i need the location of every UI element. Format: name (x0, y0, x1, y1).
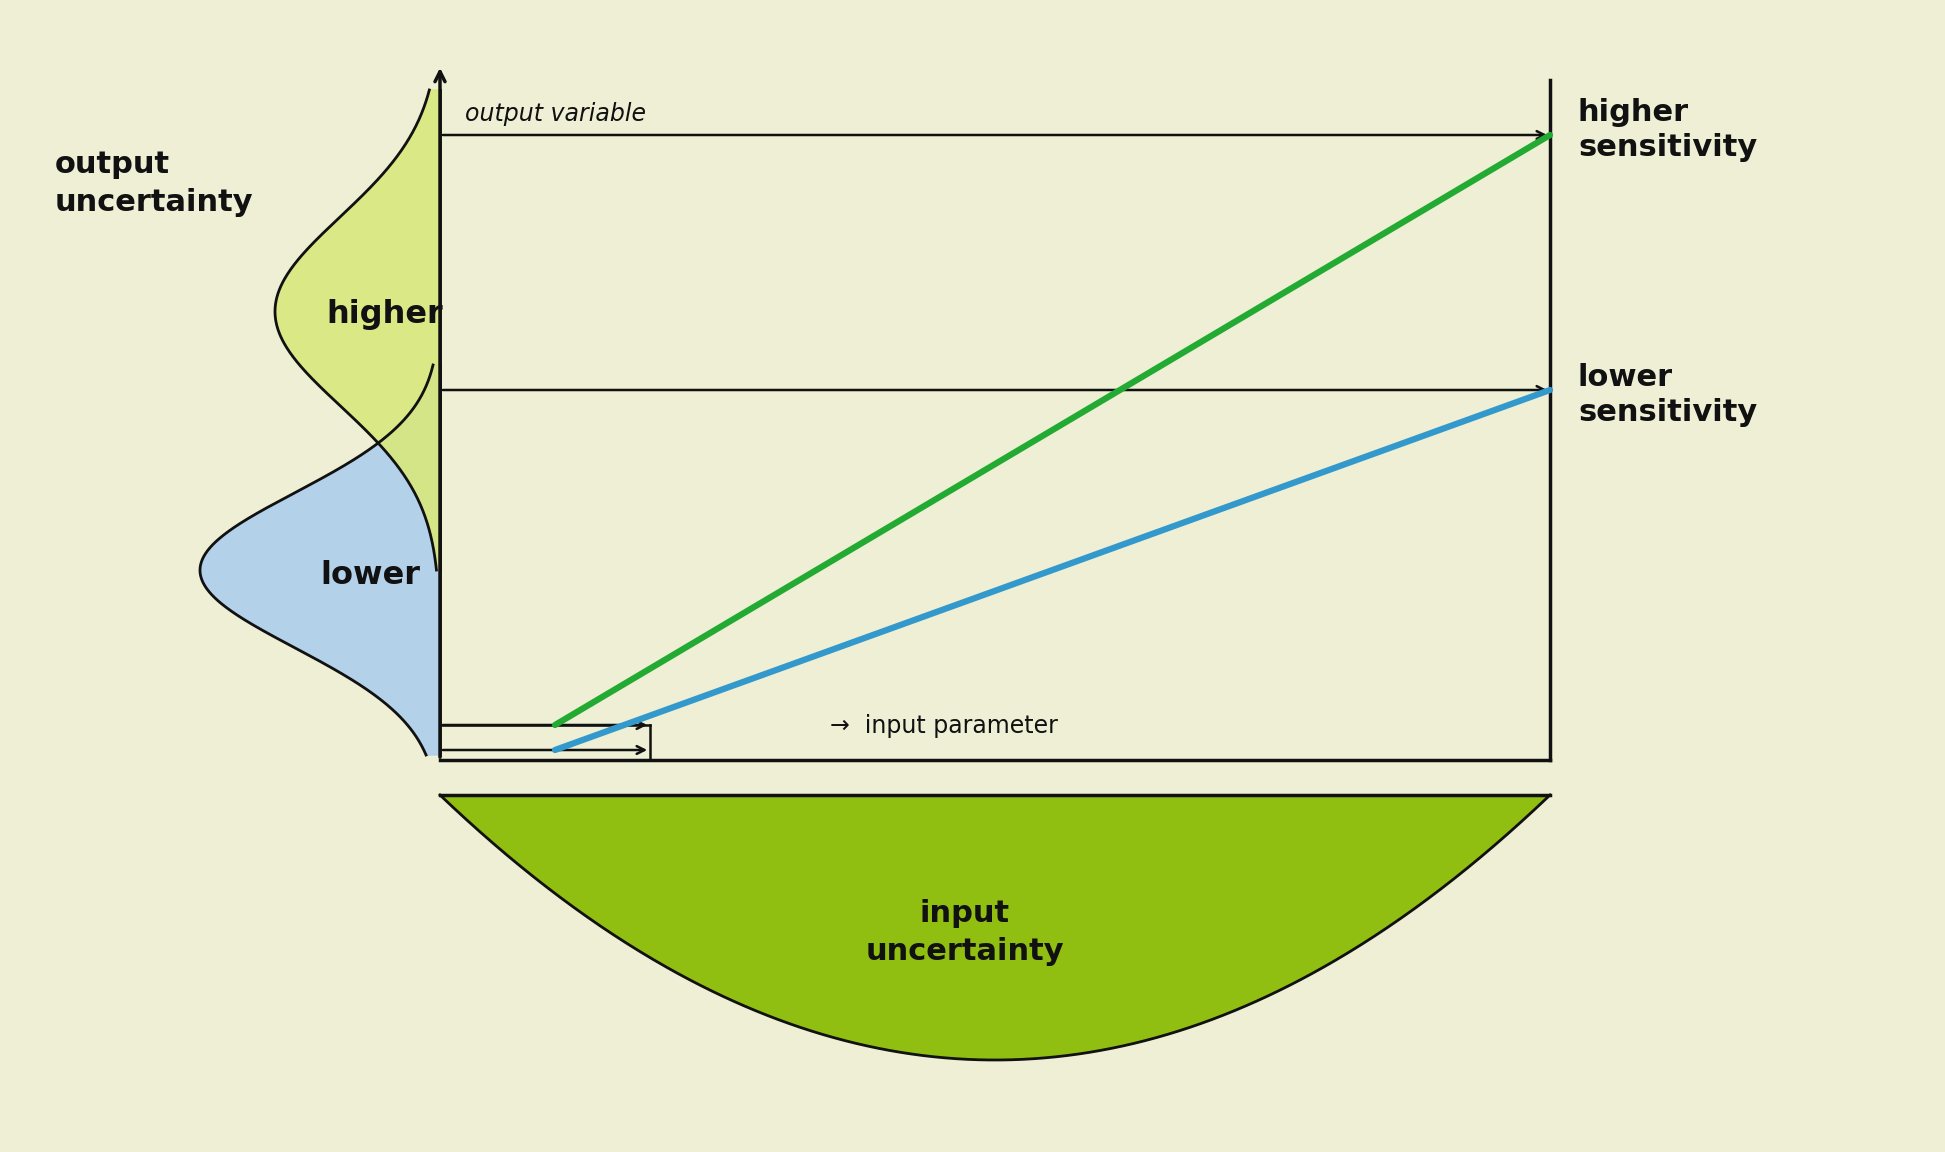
Polygon shape (200, 365, 440, 755)
Text: →  input parameter: → input parameter (831, 714, 1058, 738)
Text: higher
sensitivity: higher sensitivity (1577, 98, 1756, 162)
Text: lower: lower (321, 560, 420, 591)
Text: output
uncertainty: output uncertainty (54, 150, 253, 218)
Text: input
uncertainty: input uncertainty (866, 900, 1064, 967)
Polygon shape (274, 90, 440, 570)
Text: lower
sensitivity: lower sensitivity (1577, 363, 1756, 427)
Polygon shape (440, 795, 1550, 1060)
Text: output variable: output variable (465, 103, 646, 126)
Text: higher: higher (327, 300, 443, 331)
